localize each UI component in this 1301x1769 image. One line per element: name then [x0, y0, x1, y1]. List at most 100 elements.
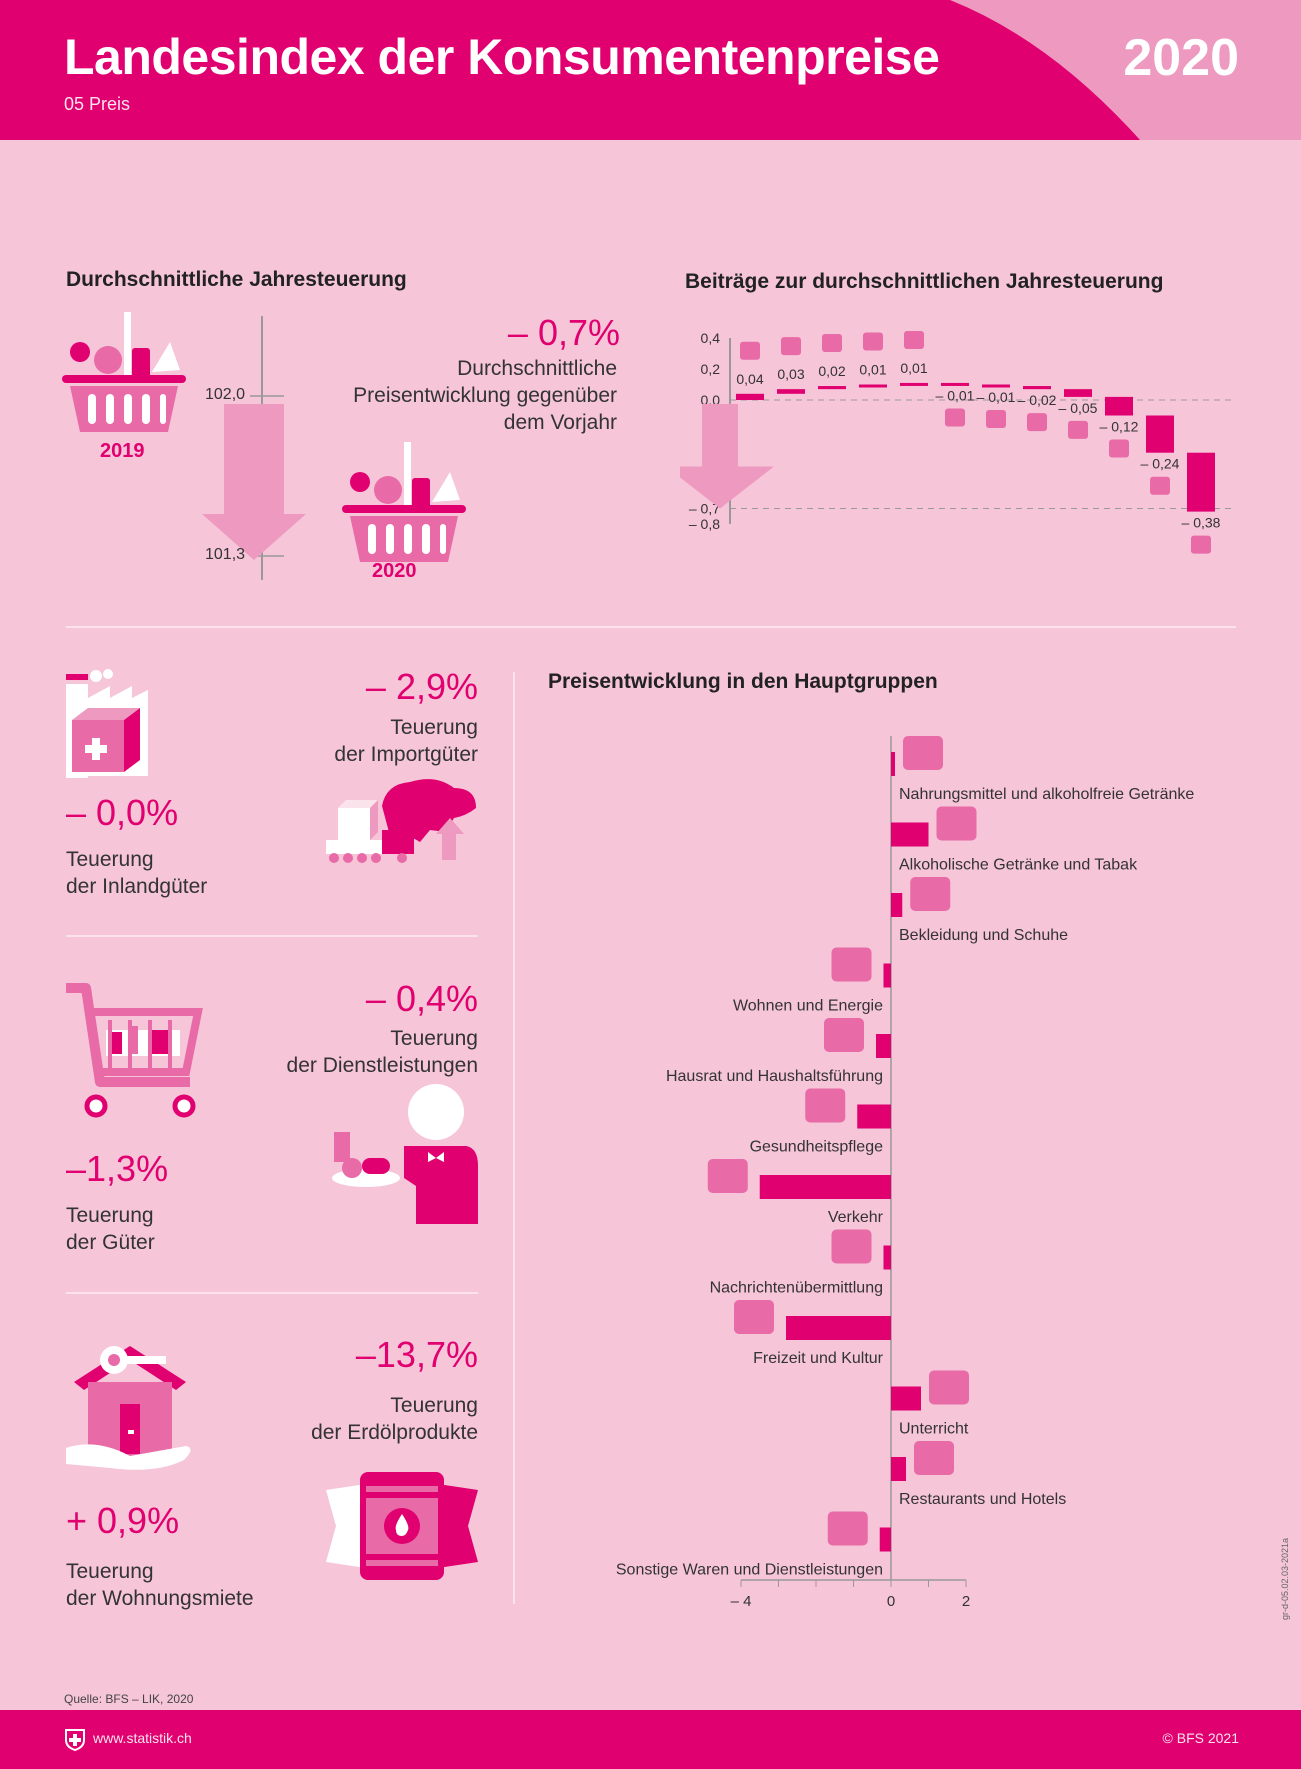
import-label: Teuerung der Importgüter: [334, 716, 478, 766]
main-category-icon: [824, 1018, 864, 1052]
main-bar: [891, 1457, 906, 1481]
main-category-icon: [827, 1511, 868, 1546]
main-category-icon: [929, 1370, 969, 1405]
index-2019: 102,0: [205, 386, 246, 403]
label-year-2019: 2019: [100, 440, 145, 462]
goods-label: Teuerung der Güter: [66, 1204, 155, 1254]
header: Landesindex der Konsumentenpreise 05 Pre…: [0, 0, 1301, 140]
contrib-bar: [900, 382, 928, 386]
vertical-divider: [513, 672, 515, 1604]
contrib-bar-label: – 0,24: [1141, 456, 1180, 472]
oil-value: –13,7%: [355, 1334, 478, 1375]
contrib-bar: [1064, 389, 1092, 397]
main-category-label: Sonstige Waren und Dienstleistungen: [616, 1562, 883, 1579]
main-bar: [891, 893, 903, 917]
main-category-label: Hausrat und Haushaltsführung: [666, 1068, 883, 1085]
contrib-bar: [1023, 386, 1051, 390]
contrib-bar: [736, 393, 764, 400]
contributions-title: Beiträge zur durchschnittlichen Jahreste…: [685, 270, 1164, 293]
main-category-icon: [910, 877, 951, 911]
header-year: 2020: [1123, 29, 1239, 87]
divider-2: [66, 935, 478, 937]
contrib-bar-label: 0,01: [859, 362, 886, 378]
main-bar: [759, 1175, 891, 1199]
contrib-category-icon: [904, 330, 924, 349]
contrib-category-icon: [740, 341, 760, 360]
decrease-arrow: [202, 316, 306, 580]
divider-1: [66, 626, 1236, 628]
house-key-icon: [66, 1346, 191, 1470]
main-category-icon: [914, 1441, 954, 1475]
contrib-y-tick: – 0,8: [689, 516, 720, 532]
contrib-category-icon: [945, 408, 965, 427]
contrib-bar-label: 0,03: [777, 366, 804, 382]
footer-url[interactable]: www.statistik.ch: [93, 1730, 192, 1746]
contrib-category-icon: [1109, 439, 1129, 458]
contrib-category-icon: [1191, 535, 1211, 554]
contrib-y-tick: 0,4: [701, 330, 721, 346]
main-category-label: Alkoholische Getränke und Tabak: [899, 857, 1138, 874]
contrib-bar: [1187, 452, 1215, 512]
divider-3: [66, 1292, 478, 1294]
main-groups-title: Preisentwicklung in den Hauptgruppen: [548, 670, 938, 693]
contrib-bar-label: 0,02: [818, 363, 845, 379]
main-bar: [876, 1034, 891, 1058]
contrib-bar: [1146, 415, 1174, 453]
side-code: gr-d-05.02.03-2021a: [1280, 1537, 1290, 1620]
main-x-tick-label: 2: [962, 1593, 970, 1610]
main-category-label: Gesundheitspflege: [750, 1139, 884, 1156]
contrib-bar-label: – 0,01: [936, 388, 975, 404]
contrib-bar-label: 0,04: [736, 371, 763, 387]
contrib-category-icon: [1027, 413, 1047, 432]
contrib-bar-label: – 0,12: [1100, 419, 1139, 435]
rent-value: + 0,9%: [66, 1500, 180, 1541]
basket-2020-icon: [342, 442, 466, 562]
waiter-icon: [332, 1084, 478, 1224]
contrib-y-tick: 0,2: [701, 361, 721, 377]
swiss-import-truck-icon: [326, 779, 476, 863]
swiss-shield-icon: [65, 1729, 85, 1751]
main-bar: [883, 963, 891, 988]
main-bar: [891, 752, 895, 776]
header-shape: [950, 0, 1301, 140]
import-value: – 2,9%: [365, 666, 478, 707]
page-subtitle: 05 Preis: [64, 94, 131, 114]
main-x-tick-label: 0: [887, 1593, 895, 1610]
label-year-2020: 2020: [372, 560, 417, 582]
main-category-icon: [903, 736, 943, 770]
page-title: Landesindex der Konsumentenpreise: [64, 29, 940, 85]
main-bar: [857, 1104, 891, 1129]
source-note: Quelle: BFS – LIK, 2020: [64, 1692, 194, 1706]
main-category-icon: [707, 1159, 748, 1193]
main-category-icon: [805, 1088, 846, 1123]
contrib-bar-label: – 0,02: [1018, 392, 1057, 408]
contrib-bar: [777, 389, 805, 394]
main-category-label: Bekleidung und Schuhe: [899, 927, 1068, 944]
contrib-category-icon: [781, 337, 801, 356]
factory-icon: [66, 669, 148, 778]
contrib-bar: [859, 384, 887, 388]
goods-value: –1,3%: [66, 1148, 169, 1189]
main-bar: [879, 1527, 891, 1552]
domestic-label: Teuerung der Inlandgüter: [66, 848, 208, 898]
main-category-icon: [831, 1229, 872, 1264]
basket-2019-icon: [62, 312, 186, 432]
index-2020: 101,3: [205, 546, 246, 563]
contrib-bar-label: – 0,38: [1182, 515, 1221, 531]
oil-barrel-icon: [326, 1472, 478, 1580]
contrib-bar-label: 0,01: [900, 360, 927, 376]
domestic-value: – 0,0%: [66, 792, 179, 833]
contrib-category-icon: [822, 334, 842, 353]
avg-inflation-graphic: [62, 312, 466, 580]
contrib-category-icon: [863, 332, 883, 351]
shopping-cart-icon: [66, 983, 203, 1118]
contributions-chart: 0,40,20,0– 0,7– 0,80,04 0,03 0,02 0,01 0,01–…: [680, 330, 1235, 554]
main-groups-chart: – 4 0 2 Nahrungsmittel und alkoholfreie Get…: [616, 736, 1194, 1610]
avg-change-desc: Durchschnittliche Preisentwicklung gegen…: [353, 357, 617, 434]
main-category-label: Nachrichtenübermittlung: [710, 1280, 883, 1297]
main-category-icon: [831, 947, 872, 982]
main-bar: [786, 1316, 891, 1340]
main-category-label: Restaurants und Hotels: [899, 1491, 1066, 1508]
main-category-label: Nahrungsmittel und alkoholfreie Getränke: [899, 786, 1194, 803]
contrib-bar: [1105, 396, 1133, 416]
